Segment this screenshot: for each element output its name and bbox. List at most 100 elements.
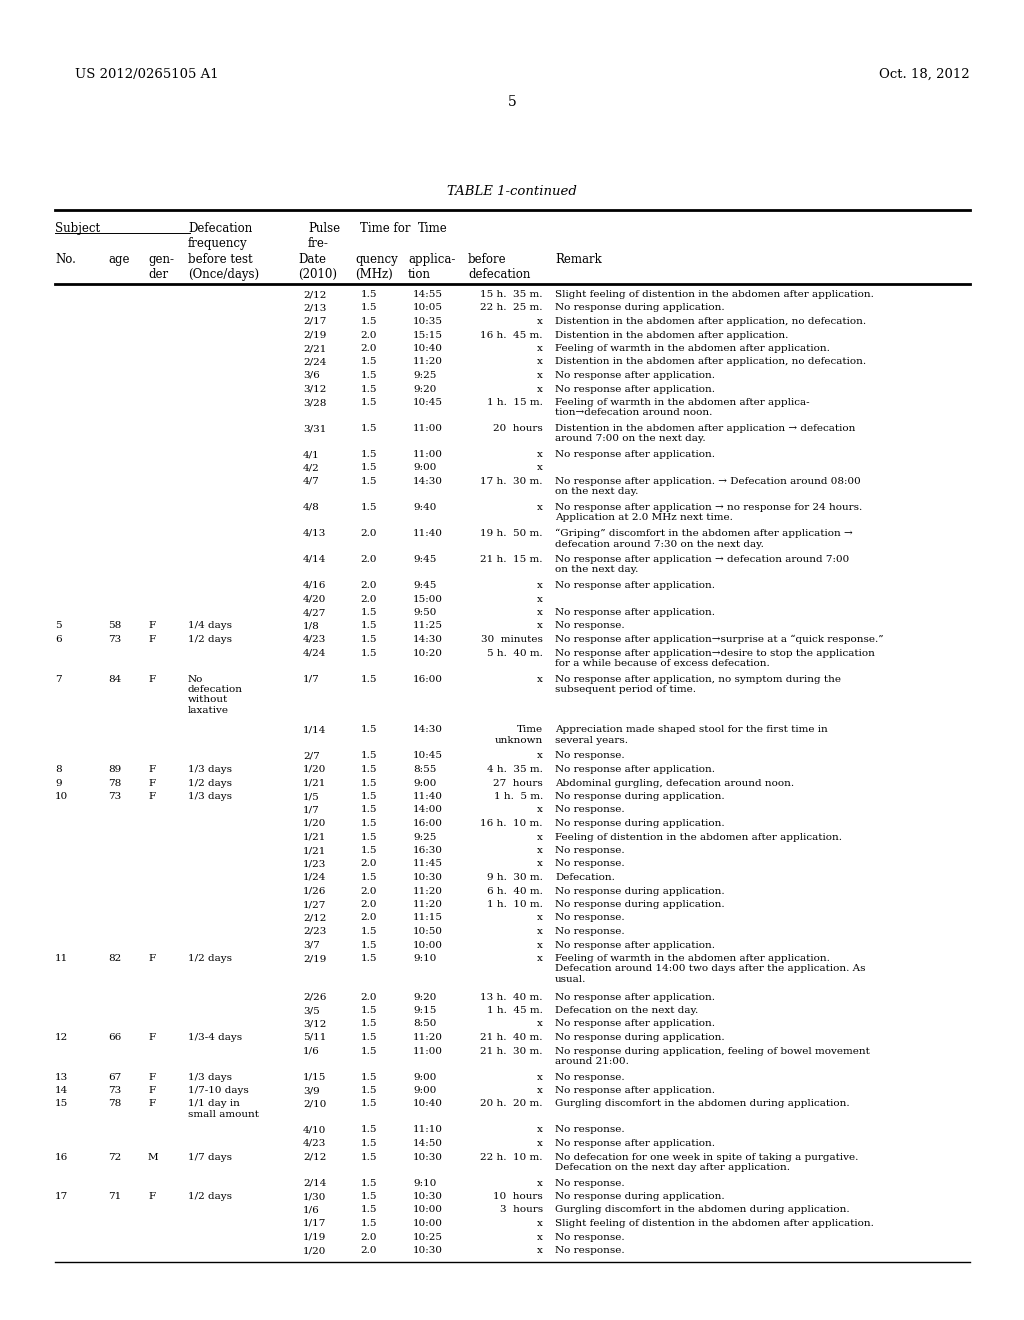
Text: x: x bbox=[538, 450, 543, 459]
Text: 2/17: 2/17 bbox=[303, 317, 327, 326]
Text: No response during application.: No response during application. bbox=[555, 900, 725, 909]
Text: 14: 14 bbox=[55, 1086, 69, 1096]
Text: 4/20: 4/20 bbox=[303, 594, 327, 603]
Text: 2/19: 2/19 bbox=[303, 330, 327, 339]
Text: 72: 72 bbox=[108, 1152, 121, 1162]
Text: 1.5: 1.5 bbox=[360, 477, 377, 486]
Text: 1/21: 1/21 bbox=[303, 833, 327, 842]
Text: No response during application.: No response during application. bbox=[555, 1034, 725, 1041]
Text: Gurgling discomfort in the abdomen during application.: Gurgling discomfort in the abdomen durin… bbox=[555, 1100, 850, 1109]
Text: x: x bbox=[538, 345, 543, 352]
Text: 3/12: 3/12 bbox=[303, 1019, 327, 1028]
Text: 16: 16 bbox=[55, 1152, 69, 1162]
Text: No response.: No response. bbox=[555, 859, 625, 869]
Text: 15:15: 15:15 bbox=[413, 330, 443, 339]
Text: Defecation.: Defecation. bbox=[555, 873, 614, 882]
Text: Distention in the abdomen after application.: Distention in the abdomen after applicat… bbox=[555, 330, 788, 339]
Text: 1/3 days: 1/3 days bbox=[188, 792, 232, 801]
Text: 4/1: 4/1 bbox=[303, 450, 319, 459]
Text: 1/2 days: 1/2 days bbox=[188, 779, 232, 788]
Text: x: x bbox=[538, 1233, 543, 1242]
Text: 1 h.  5 m.: 1 h. 5 m. bbox=[494, 792, 543, 801]
Text: 11:45: 11:45 bbox=[413, 859, 443, 869]
Text: 73: 73 bbox=[108, 792, 121, 801]
Text: 2.0: 2.0 bbox=[360, 529, 377, 539]
Text: 1/15: 1/15 bbox=[303, 1072, 327, 1081]
Text: 2.0: 2.0 bbox=[360, 859, 377, 869]
Text: F: F bbox=[148, 1034, 155, 1041]
Text: No
defecation
without
laxative: No defecation without laxative bbox=[188, 675, 243, 714]
Text: 4/10: 4/10 bbox=[303, 1126, 327, 1134]
Text: No response after application.: No response after application. bbox=[555, 940, 715, 949]
Text: 16:30: 16:30 bbox=[413, 846, 443, 855]
Text: 3/9: 3/9 bbox=[303, 1086, 319, 1096]
Text: No response during application.: No response during application. bbox=[555, 1192, 725, 1201]
Text: 9:00: 9:00 bbox=[413, 463, 436, 473]
Text: 10:35: 10:35 bbox=[413, 317, 443, 326]
Text: 15:00: 15:00 bbox=[413, 594, 443, 603]
Text: 2/21: 2/21 bbox=[303, 345, 327, 352]
Text: 1.5: 1.5 bbox=[360, 1218, 377, 1228]
Text: 3/7: 3/7 bbox=[303, 940, 319, 949]
Text: 2.0: 2.0 bbox=[360, 330, 377, 339]
Text: 8:55: 8:55 bbox=[413, 766, 436, 774]
Text: 11:00: 11:00 bbox=[413, 450, 443, 459]
Text: 20 h.  20 m.: 20 h. 20 m. bbox=[480, 1100, 543, 1109]
Text: 1/5: 1/5 bbox=[303, 792, 319, 801]
Text: No response after application.: No response after application. bbox=[555, 581, 715, 590]
Text: 2.0: 2.0 bbox=[360, 594, 377, 603]
Text: F: F bbox=[148, 766, 155, 774]
Text: F: F bbox=[148, 954, 155, 964]
Text: x: x bbox=[538, 1072, 543, 1081]
Text: x: x bbox=[538, 954, 543, 964]
Text: Distention in the abdomen after application, no defecation.: Distention in the abdomen after applicat… bbox=[555, 317, 866, 326]
Text: 11:10: 11:10 bbox=[413, 1126, 443, 1134]
Text: 1/21: 1/21 bbox=[303, 846, 327, 855]
Text: 1.5: 1.5 bbox=[360, 1139, 377, 1148]
Text: x: x bbox=[538, 609, 543, 616]
Text: 9:10: 9:10 bbox=[413, 954, 436, 964]
Text: 16 h.  10 m.: 16 h. 10 m. bbox=[480, 818, 543, 828]
Text: x: x bbox=[538, 833, 543, 842]
Text: 1/2 days: 1/2 days bbox=[188, 635, 232, 644]
Text: 82: 82 bbox=[108, 954, 121, 964]
Text: 73: 73 bbox=[108, 1086, 121, 1096]
Text: 10:00: 10:00 bbox=[413, 1205, 443, 1214]
Text: Slight feeling of distention in the abdomen after application.: Slight feeling of distention in the abdo… bbox=[555, 1218, 873, 1228]
Text: 1/6: 1/6 bbox=[303, 1205, 319, 1214]
Text: 11: 11 bbox=[55, 954, 69, 964]
Text: 1.5: 1.5 bbox=[360, 846, 377, 855]
Text: Feeling of distention in the abdomen after application.: Feeling of distention in the abdomen aft… bbox=[555, 833, 842, 842]
Text: F: F bbox=[148, 675, 155, 684]
Text: 1.5: 1.5 bbox=[360, 954, 377, 964]
Text: 1.5: 1.5 bbox=[360, 358, 377, 367]
Text: Abdominal gurgling, defecation around noon.: Abdominal gurgling, defecation around no… bbox=[555, 779, 795, 788]
Text: 1.5: 1.5 bbox=[360, 622, 377, 631]
Text: Defecation on the next day.: Defecation on the next day. bbox=[555, 1006, 698, 1015]
Text: No response.: No response. bbox=[555, 1072, 625, 1081]
Text: gen-
der: gen- der bbox=[148, 253, 174, 281]
Text: 13 h.  40 m.: 13 h. 40 m. bbox=[480, 993, 543, 1002]
Text: 17 h.  30 m.: 17 h. 30 m. bbox=[480, 477, 543, 486]
Text: 2.0: 2.0 bbox=[360, 345, 377, 352]
Text: 10:30: 10:30 bbox=[413, 873, 443, 882]
Text: 2.0: 2.0 bbox=[360, 887, 377, 895]
Text: No response.: No response. bbox=[555, 1233, 625, 1242]
Text: 4/7: 4/7 bbox=[303, 477, 319, 486]
Text: 4/13: 4/13 bbox=[303, 529, 327, 539]
Text: Feeling of warmth in the abdomen after application.
Defecation around 14:00 two : Feeling of warmth in the abdomen after a… bbox=[555, 954, 865, 983]
Text: x: x bbox=[538, 846, 543, 855]
Text: x: x bbox=[538, 927, 543, 936]
Text: 11:20: 11:20 bbox=[413, 1034, 443, 1041]
Text: 1.5: 1.5 bbox=[360, 1034, 377, 1041]
Text: F: F bbox=[148, 1100, 155, 1109]
Text: 2.0: 2.0 bbox=[360, 1246, 377, 1255]
Text: 2.0: 2.0 bbox=[360, 993, 377, 1002]
Text: 10:40: 10:40 bbox=[413, 1100, 443, 1109]
Text: 17: 17 bbox=[55, 1192, 69, 1201]
Text: F: F bbox=[148, 1086, 155, 1096]
Text: No response.: No response. bbox=[555, 913, 625, 923]
Text: x: x bbox=[538, 594, 543, 603]
Text: No response after application. → Defecation around 08:00
on the next day.: No response after application. → Defecat… bbox=[555, 477, 861, 496]
Text: 84: 84 bbox=[108, 675, 121, 684]
